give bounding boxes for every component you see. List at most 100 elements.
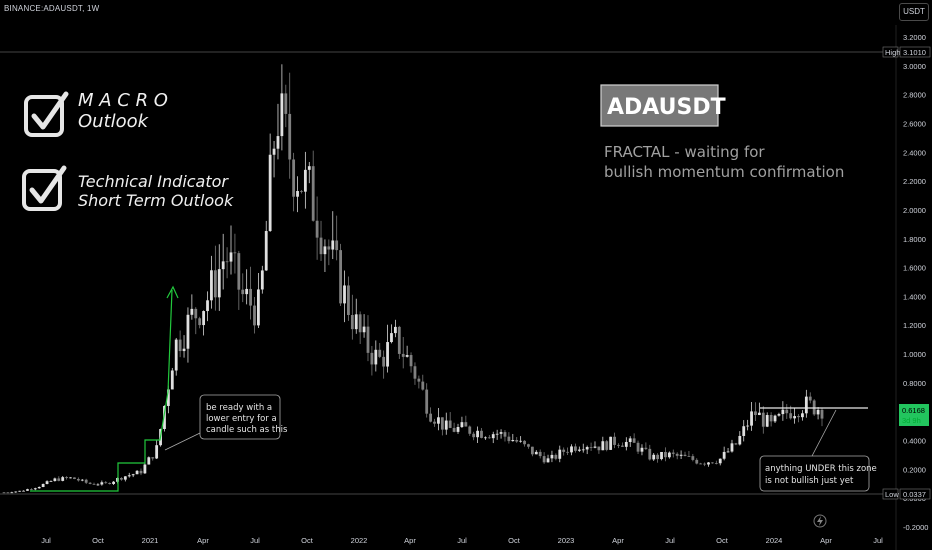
candle-body — [139, 470, 143, 474]
candle-body — [452, 427, 456, 432]
candle-body — [65, 477, 69, 479]
candle-body — [264, 231, 268, 271]
candle-body — [534, 451, 538, 455]
candle-body — [476, 430, 479, 438]
candle-body — [601, 441, 605, 451]
currency-selector[interactable]: USDT — [899, 3, 929, 21]
candle-body — [127, 475, 131, 477]
candle-body — [315, 220, 319, 238]
candle-body — [628, 438, 632, 442]
candle-body — [558, 449, 562, 459]
candle-body — [296, 191, 299, 197]
candle-body — [186, 314, 190, 349]
candle-body — [613, 436, 616, 445]
fractal-arrow — [30, 285, 179, 492]
x-tick-label: 2022 — [351, 536, 368, 545]
candle-body — [198, 318, 202, 326]
candle-body — [190, 308, 194, 315]
candle-body — [339, 250, 342, 304]
candle-body — [589, 447, 593, 448]
candle-body — [178, 339, 182, 352]
candle-body — [699, 463, 703, 465]
y-tick-label: 1.8000 — [903, 235, 926, 244]
candle-body — [734, 443, 738, 445]
x-tick-label: Apr — [197, 536, 209, 545]
candle-body — [57, 478, 61, 481]
candle-body — [711, 462, 714, 464]
candle-body — [49, 481, 53, 482]
note-left-line1: be ready with a — [206, 403, 272, 413]
candle-body — [249, 288, 252, 306]
bar-countdown: 3d 9h — [902, 416, 921, 425]
candle-body — [401, 353, 405, 357]
candle-body — [69, 477, 72, 479]
candle-body — [390, 333, 393, 343]
candle-body — [288, 113, 292, 160]
candle-body — [92, 483, 96, 485]
candle-body — [605, 441, 609, 450]
candle-body — [260, 270, 264, 290]
candle-body — [253, 305, 256, 326]
high-label: High — [885, 48, 900, 57]
candle-body — [229, 252, 233, 262]
candle-body — [347, 285, 350, 316]
candle-body — [437, 417, 440, 424]
candle-body — [679, 454, 683, 456]
candle-body — [374, 349, 378, 365]
candle-body — [6, 492, 10, 494]
note-left-callout: be ready with a lower entry for a candle… — [164, 394, 288, 451]
x-tick-label: Jul — [250, 536, 260, 545]
candle-body — [386, 342, 389, 367]
candle-body — [511, 440, 515, 442]
candle-body — [683, 454, 687, 457]
candle-body — [155, 445, 159, 459]
candle-body — [29, 489, 33, 491]
candle-body — [225, 261, 229, 263]
candle-body — [757, 412, 761, 416]
y-tick-label: 3.0000 — [903, 62, 926, 71]
y-tick-label: 2.8000 — [903, 91, 926, 100]
candle-body — [448, 420, 452, 428]
low-marker: Low 0.0337 — [882, 488, 931, 500]
candle-body — [135, 470, 139, 475]
candle-body — [147, 457, 151, 465]
candle-body — [640, 447, 644, 452]
candle-body — [37, 486, 41, 489]
y-tick-label: 2.6000 — [903, 119, 926, 128]
candle-body — [319, 237, 323, 255]
candle-body — [303, 169, 307, 192]
x-tick-label: Jul — [41, 536, 51, 545]
candle-body — [245, 288, 249, 295]
candle-body — [131, 474, 135, 476]
candle-body — [808, 396, 812, 401]
candle-body — [750, 411, 753, 426]
candle-body — [519, 440, 523, 442]
candle-body — [671, 452, 675, 454]
candle-body — [624, 441, 628, 447]
candle-body — [499, 432, 503, 434]
candle-body — [781, 409, 785, 415]
candle-body — [382, 356, 386, 367]
candle-body — [707, 462, 710, 465]
x-tick-label: Oct — [508, 536, 521, 545]
x-tick-label: 2021 — [142, 536, 159, 545]
checkbox-checked-icon — [22, 165, 67, 211]
candle-body — [257, 289, 260, 326]
current-price-value: 0.6168 — [902, 406, 925, 415]
note-right-line2: is not bullish just yet — [765, 476, 854, 486]
candle-body — [413, 366, 417, 379]
x-axis: Jul Oct 2021 Apr Jul Oct 2022 Apr Jul Oct 2023 Apr J… — [41, 536, 883, 545]
candle-body — [562, 449, 566, 452]
candle-body — [343, 285, 346, 304]
candle-body — [738, 435, 742, 445]
candle-body — [644, 447, 648, 449]
macro-subtitle: Outlook — [78, 111, 150, 132]
candle-body — [577, 449, 581, 451]
lightning-icon[interactable] — [813, 514, 827, 528]
note-left-line2: lower entry for a — [206, 414, 277, 424]
candle-body — [444, 420, 448, 430]
candle-body — [96, 484, 100, 486]
candle-body — [667, 452, 671, 458]
candle-body — [440, 417, 444, 430]
